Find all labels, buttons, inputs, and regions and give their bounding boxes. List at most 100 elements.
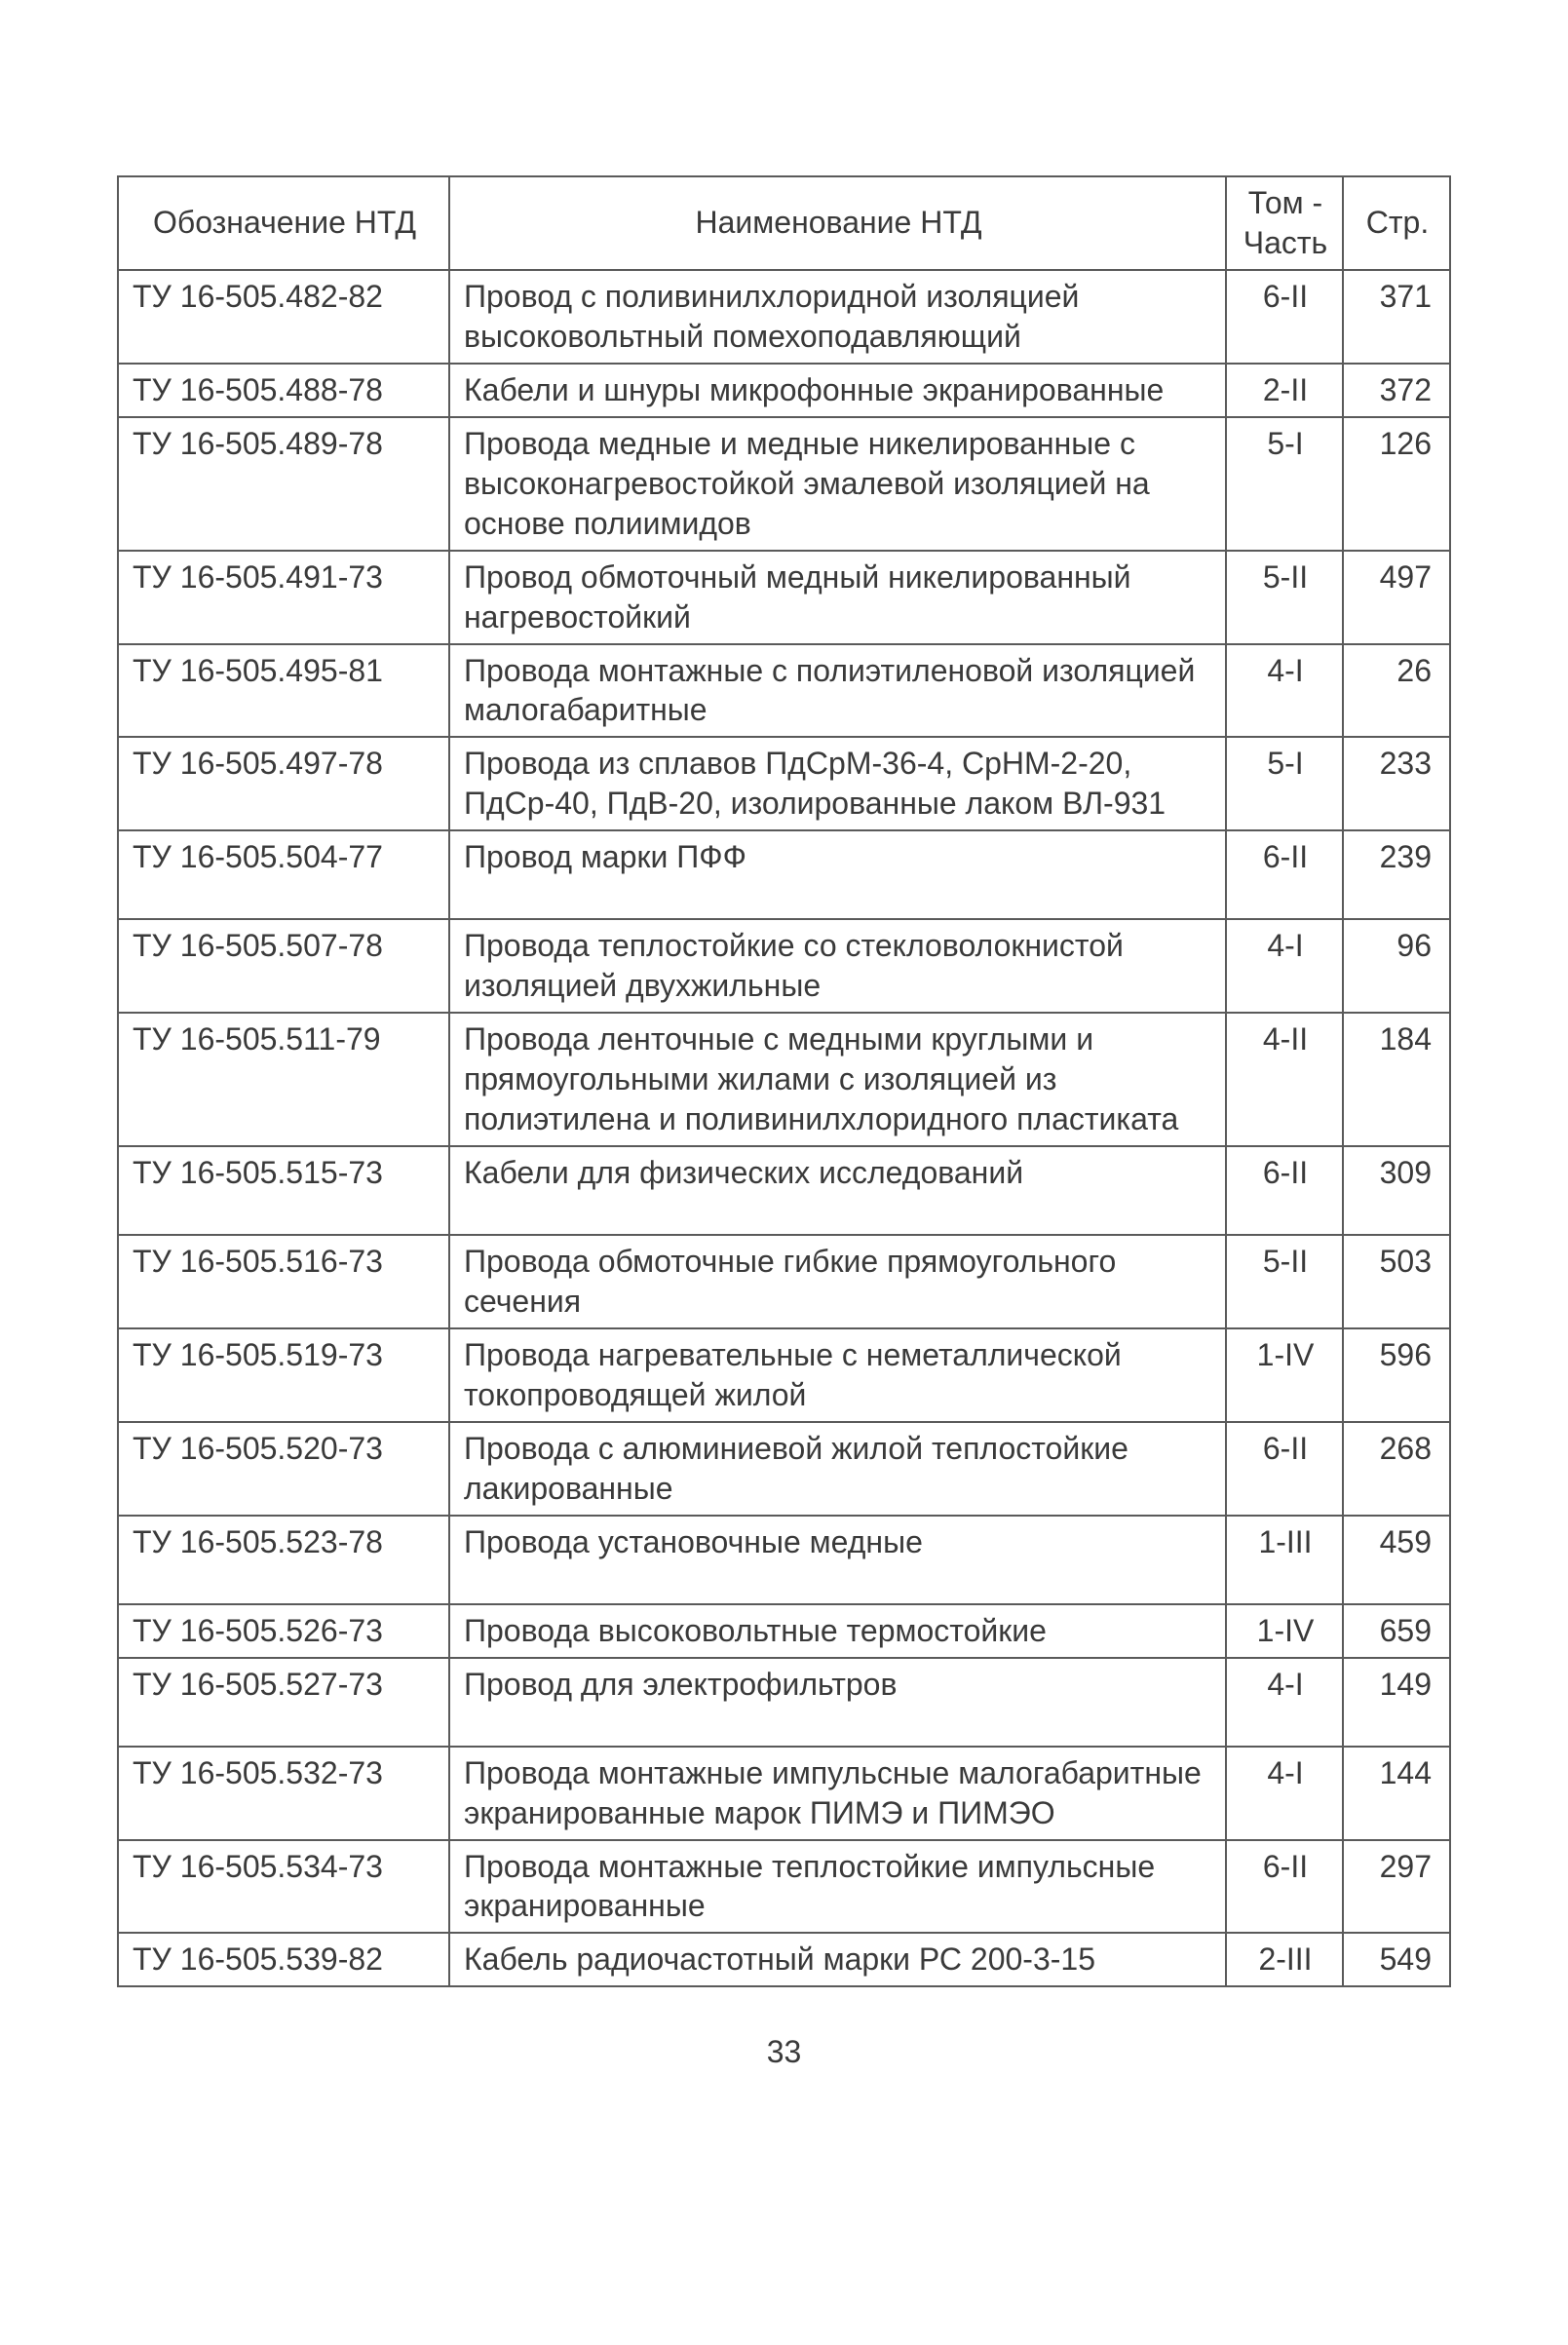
cell-code: ТУ 16-505.526-73 <box>118 1604 449 1658</box>
cell-code: ТУ 16-505.534-73 <box>118 1840 449 1934</box>
cell-str: 549 <box>1343 1933 1450 1986</box>
table-row: ТУ 16-505.511-79Провода ленточные с медн… <box>118 1013 1450 1146</box>
header-name: Наименование НТД <box>449 176 1226 270</box>
cell-str: 239 <box>1343 830 1450 919</box>
cell-str: 26 <box>1343 644 1450 738</box>
cell-name: Провода высоковольтные термостойкие <box>449 1604 1226 1658</box>
header-tom: Том - Часть <box>1226 176 1343 270</box>
cell-tom: 5-II <box>1226 551 1343 644</box>
header-code: Обозначение НТД <box>118 176 449 270</box>
cell-name: Кабели и шнуры микрофонные экранированны… <box>449 364 1226 417</box>
cell-tom: 4-I <box>1226 1747 1343 1840</box>
cell-code: ТУ 16-505.488-78 <box>118 364 449 417</box>
cell-tom: 6-II <box>1226 830 1343 919</box>
table-row: ТУ 16-505.489-78Провода медные и медные … <box>118 417 1450 551</box>
table-row: ТУ 16-505.515-73Кабели для физических ис… <box>118 1146 1450 1235</box>
table-row: ТУ 16-505.527-73Провод для электрофильтр… <box>118 1658 1450 1747</box>
cell-code: ТУ 16-505.511-79 <box>118 1013 449 1146</box>
table-row: ТУ 16-505.532-73Провода монтажные импуль… <box>118 1747 1450 1840</box>
cell-name: Провод обмоточный медный никелированный … <box>449 551 1226 644</box>
cell-code: ТУ 16-505.519-73 <box>118 1328 449 1422</box>
table-row: ТУ 16-505.482-82Провод с поливинилхлорид… <box>118 270 1450 364</box>
cell-tom: 4-I <box>1226 1658 1343 1747</box>
cell-tom: 2-III <box>1226 1933 1343 1986</box>
cell-str: 126 <box>1343 417 1450 551</box>
cell-code: ТУ 16-505.495-81 <box>118 644 449 738</box>
table-row: ТУ 16-505.495-81Провода монтажные с поли… <box>118 644 1450 738</box>
cell-code: ТУ 16-505.523-78 <box>118 1516 449 1604</box>
cell-str: 371 <box>1343 270 1450 364</box>
cell-str: 149 <box>1343 1658 1450 1747</box>
cell-name: Провода медные и медные никелированные с… <box>449 417 1226 551</box>
cell-code: ТУ 16-505.527-73 <box>118 1658 449 1747</box>
cell-str: 459 <box>1343 1516 1450 1604</box>
cell-name: Провода теплостойкие со стекловолокнисто… <box>449 919 1226 1013</box>
cell-name: Кабели для физических исследований <box>449 1146 1226 1235</box>
table-row: ТУ 16-505.504-77Провод марки ПФФ6-II239 <box>118 830 1450 919</box>
table-row: ТУ 16-505.507-78Провода теплостойкие со … <box>118 919 1450 1013</box>
cell-str: 233 <box>1343 737 1450 830</box>
cell-name: Провода с алюминиевой жилой теплостойкие… <box>449 1422 1226 1516</box>
cell-name: Провода из сплавов ПдСрМ-36-4, СрНМ-2-20… <box>449 737 1226 830</box>
cell-tom: 5-I <box>1226 737 1343 830</box>
cell-name: Кабель радиочастотный марки РС 200-3-15 <box>449 1933 1226 1986</box>
cell-str: 596 <box>1343 1328 1450 1422</box>
table-row: ТУ 16-505.488-78Кабели и шнуры микрофонн… <box>118 364 1450 417</box>
cell-tom: 4-II <box>1226 1013 1343 1146</box>
table-row: ТУ 16-505.534-73Провода монтажные теплос… <box>118 1840 1450 1934</box>
cell-code: ТУ 16-505.520-73 <box>118 1422 449 1516</box>
cell-code: ТУ 16-505.539-82 <box>118 1933 449 1986</box>
cell-code: ТУ 16-505.491-73 <box>118 551 449 644</box>
cell-tom: 1-IV <box>1226 1604 1343 1658</box>
table-row: ТУ 16-505.491-73Провод обмоточный медный… <box>118 551 1450 644</box>
table-header-row: Обозначение НТД Наименование НТД Том - Ч… <box>118 176 1450 270</box>
cell-tom: 5-I <box>1226 417 1343 551</box>
cell-name: Провод с поливинилхлоридной изоляцией вы… <box>449 270 1226 364</box>
cell-name: Провод марки ПФФ <box>449 830 1226 919</box>
cell-tom: 6-II <box>1226 1146 1343 1235</box>
table-row: ТУ 16-505.519-73Провода нагревательные с… <box>118 1328 1450 1422</box>
cell-code: ТУ 16-505.516-73 <box>118 1235 449 1328</box>
cell-name: Провод для электрофильтров <box>449 1658 1226 1747</box>
cell-code: ТУ 16-505.532-73 <box>118 1747 449 1840</box>
cell-tom: 2-II <box>1226 364 1343 417</box>
cell-str: 372 <box>1343 364 1450 417</box>
cell-name: Провода монтажные теплостойкие импульсны… <box>449 1840 1226 1934</box>
cell-str: 144 <box>1343 1747 1450 1840</box>
cell-name: Провода обмоточные гибкие прямоугольного… <box>449 1235 1226 1328</box>
cell-code: ТУ 16-505.507-78 <box>118 919 449 1013</box>
cell-tom: 4-I <box>1226 919 1343 1013</box>
table-body: ТУ 16-505.482-82Провод с поливинилхлорид… <box>118 270 1450 1986</box>
cell-str: 659 <box>1343 1604 1450 1658</box>
cell-code: ТУ 16-505.515-73 <box>118 1146 449 1235</box>
cell-name: Провода монтажные с полиэтиленовой изоля… <box>449 644 1226 738</box>
cell-tom: 4-I <box>1226 644 1343 738</box>
table-row: ТУ 16-505.523-78Провода установочные мед… <box>118 1516 1450 1604</box>
table-row: ТУ 16-505.520-73Провода с алюминиевой жи… <box>118 1422 1450 1516</box>
header-str: Стр. <box>1343 176 1450 270</box>
cell-name: Провода нагревательные с неметаллической… <box>449 1328 1226 1422</box>
cell-str: 268 <box>1343 1422 1450 1516</box>
table-row: ТУ 16-505.516-73Провода обмоточные гибки… <box>118 1235 1450 1328</box>
cell-str: 497 <box>1343 551 1450 644</box>
cell-str: 309 <box>1343 1146 1450 1235</box>
document-page: Обозначение НТД Наименование НТД Том - Ч… <box>0 0 1568 2148</box>
cell-tom: 6-II <box>1226 1840 1343 1934</box>
cell-tom: 6-II <box>1226 270 1343 364</box>
ntd-index-table: Обозначение НТД Наименование НТД Том - Ч… <box>117 175 1451 1987</box>
cell-tom: 5-II <box>1226 1235 1343 1328</box>
cell-name: Провода монтажные импульсные малогабарит… <box>449 1747 1226 1840</box>
cell-str: 503 <box>1343 1235 1450 1328</box>
cell-tom: 1-III <box>1226 1516 1343 1604</box>
table-row: ТУ 16-505.497-78Провода из сплавов ПдСрМ… <box>118 737 1450 830</box>
cell-tom: 1-IV <box>1226 1328 1343 1422</box>
cell-str: 96 <box>1343 919 1450 1013</box>
cell-code: ТУ 16-505.504-77 <box>118 830 449 919</box>
cell-code: ТУ 16-505.497-78 <box>118 737 449 830</box>
cell-name: Провода установочные медные <box>449 1516 1226 1604</box>
cell-name: Провода ленточные с медными круглыми и п… <box>449 1013 1226 1146</box>
cell-tom: 6-II <box>1226 1422 1343 1516</box>
table-row: ТУ 16-505.539-82Кабель радиочастотный ма… <box>118 1933 1450 1986</box>
cell-code: ТУ 16-505.482-82 <box>118 270 449 364</box>
cell-code: ТУ 16-505.489-78 <box>118 417 449 551</box>
